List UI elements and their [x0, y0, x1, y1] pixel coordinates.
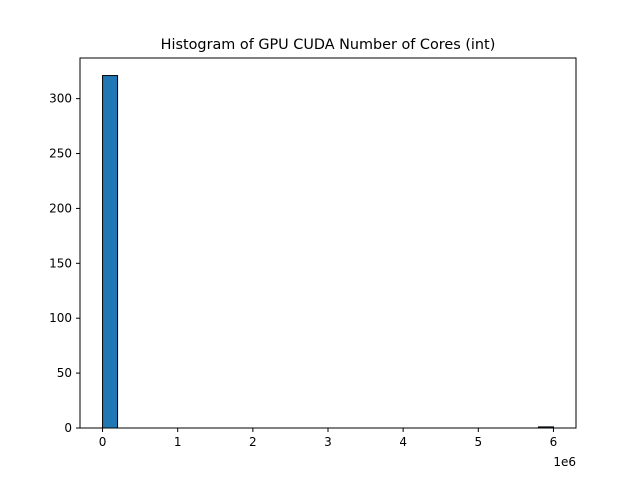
x-tick-label: 6 — [550, 435, 558, 449]
y-tick-label: 100 — [49, 311, 72, 325]
x-tick-label: 2 — [249, 435, 257, 449]
y-tick-label: 200 — [49, 201, 72, 215]
y-axis-ticks: 0 50 100 150 200 250 300 — [49, 92, 80, 435]
histogram-bar — [102, 75, 119, 429]
axes-frame — [79, 57, 577, 429]
y-tick-label: 300 — [49, 92, 72, 106]
x-tick-label: 4 — [399, 435, 407, 449]
bars-group — [102, 75, 554, 429]
y-tick-label: 0 — [64, 421, 72, 435]
y-tick-label: 50 — [57, 366, 72, 380]
y-tick-label: 250 — [49, 147, 72, 161]
chart-title: Histogram of GPU CUDA Number of Cores (i… — [161, 37, 496, 53]
x-tick-label: 3 — [324, 435, 332, 449]
x-tick-label: 5 — [474, 435, 482, 449]
x-axis-offset-label: 1e6 — [553, 455, 576, 469]
x-axis-ticks: 0 1 2 3 4 5 6 — [99, 428, 558, 449]
y-tick-label: 150 — [49, 256, 72, 270]
x-tick-label: 0 — [99, 435, 107, 449]
x-tick-label: 1 — [174, 435, 182, 449]
